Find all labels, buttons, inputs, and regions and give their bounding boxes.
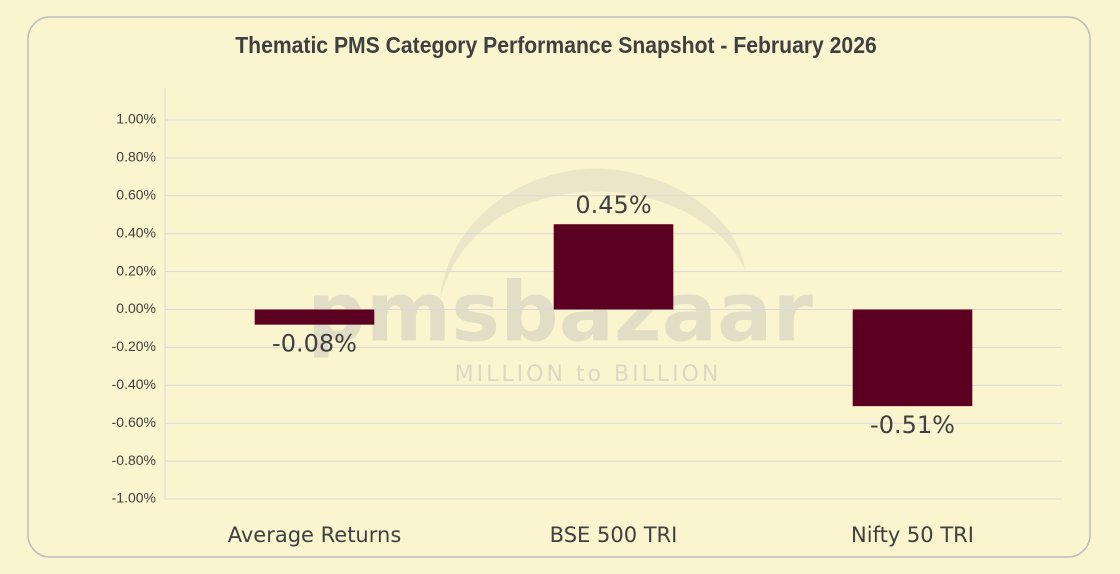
y-tick-label: -1.00% (112, 490, 156, 506)
value-label: -0.51% (870, 411, 955, 439)
x-tick-label: Nifty 50 TRI (851, 523, 974, 547)
y-tick-label: -0.40% (112, 376, 156, 392)
y-tick-label: 0.00% (116, 300, 156, 316)
y-tick-label: 0.20% (116, 262, 156, 278)
watermark-swoosh (440, 168, 745, 300)
x-tick-label: BSE 500 TRI (550, 523, 678, 547)
value-label: -0.08% (272, 330, 357, 358)
y-tick-label: 1.00% (116, 111, 156, 127)
chart-title: Thematic PMS Category Performance Snapsh… (235, 32, 876, 58)
y-tick-label: 0.80% (116, 149, 156, 165)
bar (852, 309, 973, 407)
y-tick-label: -0.60% (112, 414, 156, 430)
x-tick-label: Average Returns (228, 523, 402, 547)
watermark-tagline: MILLION to BILLION (455, 362, 722, 387)
y-tick-label: 0.40% (116, 224, 156, 240)
y-tick-label: 0.60% (116, 187, 156, 203)
value-label: 0.45% (575, 191, 651, 219)
bar (553, 224, 674, 310)
bar (254, 309, 375, 325)
y-tick-label: -0.80% (112, 452, 156, 468)
y-tick-label: -0.20% (112, 338, 156, 354)
